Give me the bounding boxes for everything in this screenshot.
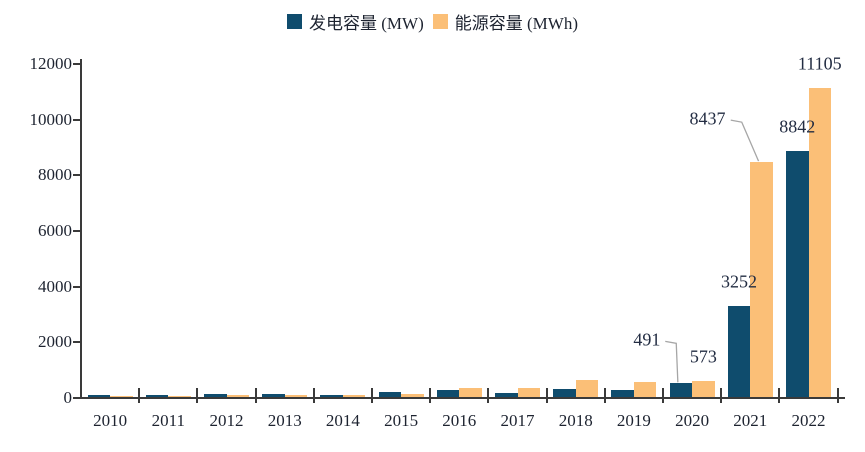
bar-2011-mw: [145, 394, 169, 397]
bar-2018-mwh: [575, 380, 599, 397]
x-tick-mark: [836, 388, 839, 403]
y-axis: [80, 59, 82, 399]
y-tick-mark: [73, 118, 81, 121]
bar-2015-mw: [378, 391, 402, 397]
x-tick-mark: [312, 388, 315, 403]
legend-item-power-capacity: 发电容量 (MW): [287, 9, 424, 34]
bar-2014-mw: [320, 394, 343, 397]
leader-line: [730, 119, 760, 162]
x-tick-mark: [429, 388, 432, 403]
bar-2019-mw: [611, 390, 634, 397]
data-label-2021-mwh: 8437: [689, 108, 726, 129]
legend-item-energy-capacity: 能源容量 (MWh): [432, 9, 578, 34]
bar-2016-mwh: [459, 387, 482, 397]
x-axis-label: 2022: [791, 411, 826, 430]
data-label-2022-mw: 8842: [779, 116, 816, 137]
bar-2013-mwh: [284, 395, 308, 397]
bar-2015-mwh: [401, 393, 424, 397]
bar-2017-mwh: [517, 387, 540, 397]
bar-2020-mwh: [692, 381, 715, 397]
bar-2014-mwh: [342, 395, 366, 397]
x-axis-label: 2021: [733, 411, 768, 430]
x-tick-mark: [545, 388, 548, 403]
y-tick-label: 10000: [29, 109, 73, 129]
y-tick-mark: [73, 341, 81, 344]
x-tick-mark: [371, 388, 373, 403]
x-axis-label: 2013: [267, 411, 302, 430]
bar-2021-mw: [727, 306, 751, 397]
x-axis-label: 2017: [500, 411, 535, 430]
bar-2017-mw: [495, 392, 518, 397]
y-tick-label: 0: [63, 388, 73, 407]
x-axis: [80, 397, 845, 399]
data-label-2022-mwh: 11105: [797, 53, 842, 74]
y-tick-mark: [73, 63, 81, 65]
bar-2016-mw: [436, 390, 460, 397]
x-tick-mark: [603, 388, 606, 403]
bar-2018-mw: [553, 389, 576, 397]
legend: 发电容量 (MW) 能源容量 (MWh): [0, 9, 865, 34]
y-tick-mark: [73, 230, 81, 232]
legend-swatch-energy-capacity: [432, 14, 448, 29]
x-axis-label: 2015: [384, 411, 419, 430]
x-tick-mark: [720, 388, 723, 403]
x-tick-mark: [196, 388, 199, 403]
legend-swatch-power-capacity: [287, 14, 303, 29]
y-tick-label: 2000: [38, 332, 72, 352]
data-label-2020-mwh: 573: [689, 346, 717, 367]
x-axis-label: 2011: [151, 411, 185, 430]
bar-2011-mwh: [168, 395, 191, 397]
bar-2010-mwh: [110, 395, 133, 397]
bar-2022-mw: [786, 150, 809, 397]
x-axis-label: 2012: [209, 411, 244, 430]
x-axis-label: 2016: [442, 411, 477, 430]
y-tick-mark: [73, 174, 81, 177]
legend-label-energy-capacity: 能源容量 (MWh): [454, 14, 578, 33]
leader-line: [665, 340, 679, 383]
bar-2013-mw: [262, 394, 285, 397]
y-tick-mark: [73, 285, 81, 288]
x-axis-label: 2019: [616, 411, 651, 430]
bar-2022-mwh: [808, 87, 831, 397]
y-tick-label: 4000: [38, 276, 72, 296]
bar-2021-mwh: [750, 162, 773, 397]
x-axis-label: 2020: [675, 411, 710, 430]
bar-2019-mwh: [633, 381, 657, 397]
bar-2012-mwh: [226, 395, 249, 397]
legend-label-power-capacity: 发电容量 (MW): [309, 14, 424, 33]
bar-2012-mw: [204, 393, 227, 397]
x-tick-mark: [254, 388, 257, 403]
y-tick-label: 12000: [29, 54, 73, 73]
x-tick-mark: [778, 388, 781, 403]
x-tick-mark: [138, 388, 141, 403]
x-tick-mark: [487, 388, 490, 403]
x-axis-label: 2014: [325, 411, 360, 430]
y-tick-mark: [73, 397, 81, 399]
data-label-2020-mw: 491: [633, 329, 661, 350]
data-label-2021-mw: 3252: [721, 271, 758, 292]
y-tick-label: 8000: [38, 165, 72, 185]
bar-2010-mw: [87, 395, 111, 397]
y-tick-label: 6000: [38, 221, 72, 240]
bar-2020-mw: [669, 383, 693, 397]
x-axis-label: 2010: [93, 411, 128, 430]
x-tick-mark: [662, 388, 664, 403]
x-axis-label: 2018: [558, 411, 593, 430]
